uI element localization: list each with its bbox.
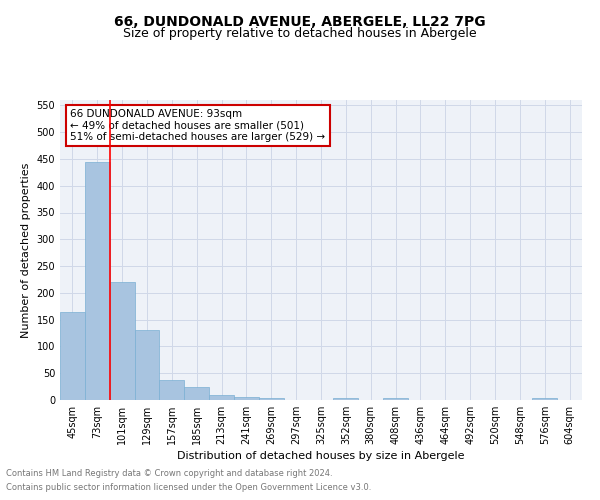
Bar [532, 398, 557, 400]
Bar [134, 330, 160, 400]
X-axis label: Distribution of detached houses by size in Abergele: Distribution of detached houses by size … [177, 451, 465, 461]
Text: Contains public sector information licensed under the Open Government Licence v3: Contains public sector information licen… [6, 484, 371, 492]
Bar [209, 394, 234, 400]
Bar [110, 282, 134, 400]
Text: 66 DUNDONALD AVENUE: 93sqm
← 49% of detached houses are smaller (501)
51% of sem: 66 DUNDONALD AVENUE: 93sqm ← 49% of deta… [70, 109, 326, 142]
Bar [184, 386, 209, 400]
Bar [160, 380, 184, 400]
Bar [334, 398, 358, 400]
Text: Size of property relative to detached houses in Abergele: Size of property relative to detached ho… [123, 28, 477, 40]
Bar [259, 398, 284, 400]
Y-axis label: Number of detached properties: Number of detached properties [21, 162, 31, 338]
Text: 66, DUNDONALD AVENUE, ABERGELE, LL22 7PG: 66, DUNDONALD AVENUE, ABERGELE, LL22 7PG [114, 15, 486, 29]
Bar [85, 162, 110, 400]
Text: Contains HM Land Registry data © Crown copyright and database right 2024.: Contains HM Land Registry data © Crown c… [6, 468, 332, 477]
Bar [383, 398, 408, 400]
Bar [60, 312, 85, 400]
Bar [234, 398, 259, 400]
